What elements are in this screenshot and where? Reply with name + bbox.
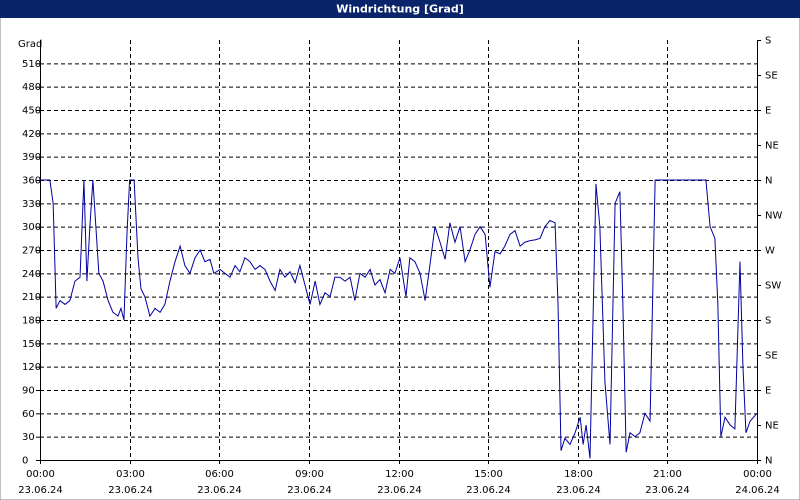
y-tick-label: 510 [22, 59, 41, 70]
x-tick-label: 00:00 [743, 469, 772, 480]
y-tick-label: 420 [22, 129, 41, 140]
title-bar [0, 0, 800, 18]
y-tick-label: 30 [22, 432, 35, 443]
x-tick-date: 23.06.24 [18, 485, 63, 496]
y-tick-label: 210 [22, 292, 41, 303]
x-tick-label: 15:00 [474, 469, 503, 480]
y2-tick-label: S [765, 36, 771, 47]
y-tick-label: 240 [22, 269, 41, 280]
x-tick-date: 23.06.24 [377, 485, 422, 496]
y-axis-label: Grad [18, 39, 42, 50]
x-tick-date: 23.06.24 [466, 485, 511, 496]
x-tick-date: 23.06.24 [287, 485, 332, 496]
x-tick-label: 06:00 [205, 469, 234, 480]
y2-tick-label: NE [765, 421, 779, 432]
y2-tick-label: E [765, 386, 771, 397]
chart-title: Windrichtung [Grad] [336, 3, 464, 16]
x-tick-label: 03:00 [116, 469, 145, 480]
x-tick-label: 12:00 [385, 469, 414, 480]
y-tick-label: 270 [22, 246, 41, 257]
y2-tick-label: SW [765, 281, 781, 292]
y2-tick-label: NE [765, 141, 779, 152]
y-tick-label: 0 [22, 456, 28, 467]
y-tick-label: 120 [22, 362, 41, 373]
y-tick-label: 150 [22, 339, 41, 350]
y2-tick-label: N [765, 456, 772, 467]
y-tick-label: 450 [22, 106, 41, 117]
y-tick-label: 330 [22, 199, 41, 210]
x-tick-date: 23.06.24 [197, 485, 242, 496]
y-tick-label: 390 [22, 152, 41, 163]
x-tick-date: 23.06.24 [108, 485, 153, 496]
x-tick-date: 23.06.24 [645, 485, 690, 496]
x-tick-label: 09:00 [295, 469, 324, 480]
x-tick-label: 21:00 [653, 469, 682, 480]
y-tick-label: 300 [22, 222, 41, 233]
y2-tick-label: S [765, 316, 771, 327]
y2-tick-label: SE [765, 351, 778, 362]
y-tick-label: 360 [22, 176, 41, 187]
x-tick-date: 23.06.24 [556, 485, 601, 496]
y2-tick-label: NW [765, 211, 782, 222]
y-tick-label: 480 [22, 82, 41, 93]
y2-tick-label: E [765, 106, 771, 117]
y2-tick-label: SE [765, 71, 778, 82]
data-line [40, 179, 758, 459]
y-tick-label: 180 [22, 316, 41, 327]
x-tick-date: 24.06.24 [735, 485, 780, 496]
x-tick-label: 18:00 [564, 469, 593, 480]
y2-tick-label: W [765, 246, 775, 257]
y2-tick-label: N [765, 176, 772, 187]
y-tick-label: 60 [22, 409, 35, 420]
y-tick-label: 90 [22, 386, 35, 397]
x-tick-label: 00:00 [26, 469, 55, 480]
